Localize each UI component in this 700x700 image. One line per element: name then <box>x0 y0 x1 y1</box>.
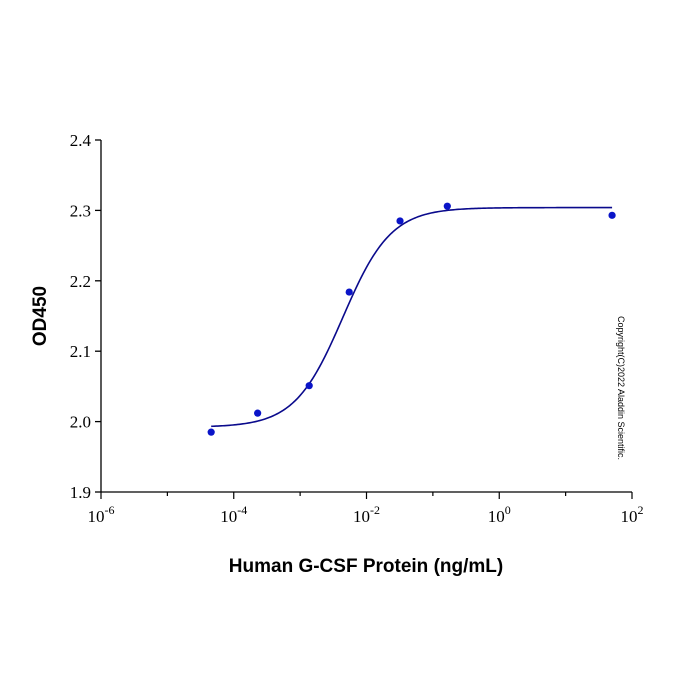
y-tick-label: 2.4 <box>70 131 92 150</box>
x-tick-label: 100 <box>488 503 511 526</box>
data-point <box>207 428 215 436</box>
y-tick-label: 2.0 <box>70 413 91 432</box>
x-axis-ticks: 10-6 10-4 10-2 100 102 <box>88 492 644 526</box>
x-axis-title: Human G-CSF Protein (ng/mL) <box>229 556 503 577</box>
data-point <box>608 211 616 219</box>
x-tick-label: 10-4 <box>220 503 247 526</box>
fit-curve <box>211 206 613 428</box>
x-tick-base: 10 <box>88 507 105 526</box>
x-tick-base: 10 <box>353 507 370 526</box>
y-axis-title: OD450 <box>30 286 51 346</box>
copyright-annotation: Copyright(C)2022 Aladdin Scientific. <box>616 316 626 460</box>
data-points <box>207 202 616 436</box>
y-tick-label: 2.1 <box>70 342 91 361</box>
x-tick-label: 102 <box>621 503 644 526</box>
data-point <box>305 382 313 390</box>
x-tick-base: 10 <box>621 507 638 526</box>
x-tick-label: 10-2 <box>353 503 380 526</box>
y-tick-label: 2.2 <box>70 272 91 291</box>
x-tick-exponent: -4 <box>237 503 247 517</box>
x-tick-base: 10 <box>220 507 237 526</box>
data-point <box>345 288 353 296</box>
y-tick-label: 2.3 <box>70 201 91 220</box>
plot-area: 1.92.02.12.22.32.4 10-6 10-4 10-2 100 102 <box>70 131 644 526</box>
x-tick-label: 10-6 <box>88 503 115 526</box>
x-tick-exponent: -2 <box>370 503 380 517</box>
data-point <box>396 217 404 225</box>
x-tick-base: 10 <box>488 507 505 526</box>
data-point <box>254 409 262 417</box>
data-point <box>443 202 451 210</box>
x-tick-exponent: 2 <box>638 503 644 517</box>
y-axis-ticks: 1.9 2.0 2.1 2.2 2.3 2.4 <box>70 131 101 502</box>
y-tick-label: 1.9 <box>70 483 91 502</box>
x-tick-exponent: -6 <box>105 503 115 517</box>
x-tick-exponent: 0 <box>505 503 511 517</box>
